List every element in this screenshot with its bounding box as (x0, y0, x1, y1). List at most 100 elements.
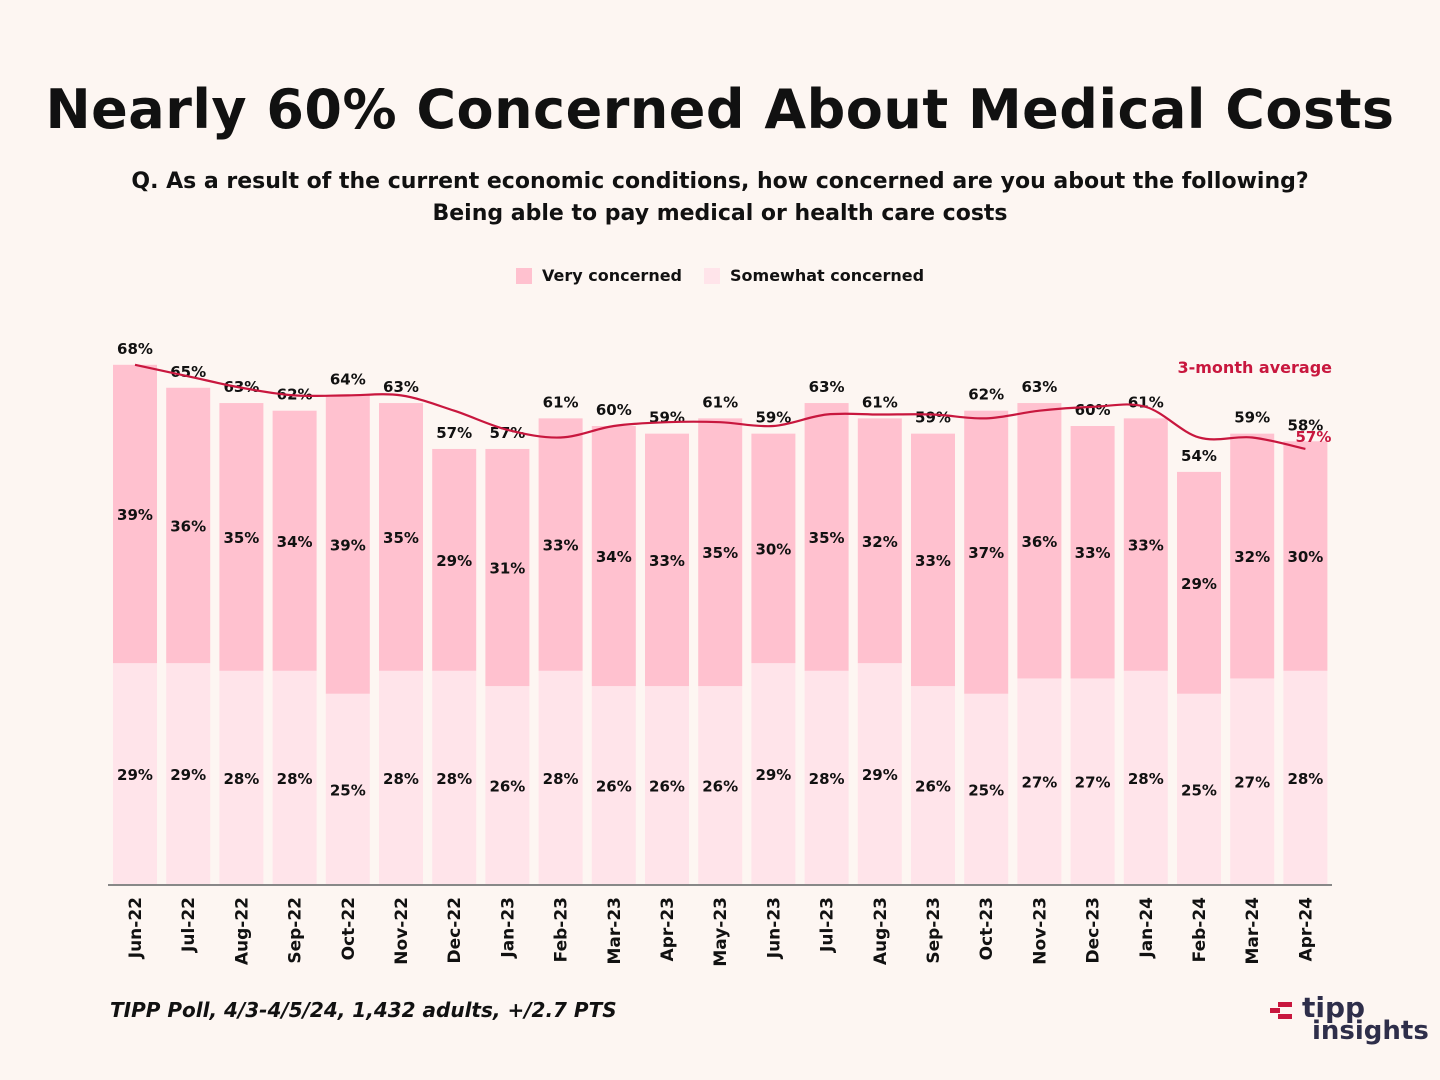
x-tick-label: Oct-22 (339, 897, 359, 960)
label-somewhat: 29% (117, 766, 153, 784)
label-total: 59% (649, 409, 685, 427)
label-total: 60% (1075, 401, 1111, 419)
x-tick-label: Dec-23 (1084, 897, 1104, 963)
question-line-2: Being able to pay medical or health care… (432, 201, 1008, 226)
label-total: 58% (1287, 416, 1323, 434)
label-total: 57% (489, 424, 525, 442)
label-total: 60% (596, 401, 632, 419)
label-somewhat: 28% (1287, 770, 1323, 788)
label-total: 62% (968, 386, 1004, 404)
legend: Very concerned Somewhat concerned (0, 266, 1440, 285)
label-somewhat: 26% (649, 778, 685, 796)
label-very: 39% (330, 537, 366, 555)
label-somewhat: 29% (755, 766, 791, 784)
bar-somewhat (804, 670, 849, 885)
three-month-average-line (134, 363, 1306, 451)
chart-subtitle: Q. As a result of the current economic c… (0, 166, 1440, 230)
label-total: 59% (1234, 409, 1270, 427)
bar-very (432, 448, 477, 671)
label-somewhat: 28% (277, 770, 313, 788)
label-total: 59% (755, 409, 791, 427)
x-tick-label: Aug-23 (871, 897, 891, 965)
bar-very (379, 403, 423, 671)
bar-very (1283, 441, 1328, 671)
average-line-label: 3-month average (1177, 358, 1332, 377)
x-tick-label: Feb-23 (552, 897, 572, 962)
label-very: 33% (1075, 544, 1111, 562)
x-tick-label: Jan-23 (498, 897, 518, 959)
legend-swatch-very (515, 267, 532, 284)
x-tick-label: Apr-23 (658, 897, 678, 961)
label-very: 30% (755, 540, 791, 558)
x-tick-label: Aug-22 (232, 897, 252, 965)
label-very: 36% (170, 517, 206, 535)
bar-somewhat (964, 693, 1009, 885)
logo-mark-icon (1270, 1002, 1292, 1019)
label-very: 35% (702, 544, 738, 562)
bar-very (964, 410, 1009, 694)
label-total: 54% (1181, 447, 1217, 465)
bar-somewhat (272, 670, 317, 885)
label-somewhat: 25% (968, 781, 1004, 799)
bar-very (645, 433, 689, 687)
x-tick-label: Nov-22 (392, 897, 412, 965)
label-total: 61% (862, 393, 898, 411)
label-somewhat: 27% (1021, 774, 1057, 792)
bar-somewhat (379, 670, 423, 885)
bar-somewhat (645, 686, 689, 885)
bar-somewhat (485, 686, 530, 885)
bar-somewhat (1177, 693, 1221, 885)
legend-label-very: Very concerned (541, 266, 683, 285)
bar-somewhat (751, 663, 796, 885)
bar-very (911, 433, 955, 687)
bar-very (166, 387, 211, 664)
legend-item-very: Very concerned (515, 266, 683, 285)
bar-very (804, 403, 849, 671)
label-somewhat: 28% (543, 770, 579, 788)
bar-very (485, 448, 530, 687)
x-tick-label: Nov-23 (1030, 897, 1050, 965)
bar-somewhat (1123, 670, 1168, 885)
bar-somewhat (1230, 678, 1275, 885)
label-somewhat: 26% (489, 778, 525, 796)
label-somewhat: 28% (436, 770, 472, 788)
label-total: 57% (436, 424, 472, 442)
label-very: 33% (543, 537, 579, 555)
bar-very (1230, 433, 1275, 679)
label-somewhat: 27% (1075, 774, 1111, 792)
x-tick-label: Jun-22 (126, 897, 146, 959)
label-total: 61% (1128, 393, 1164, 411)
label-very: 37% (968, 544, 1004, 562)
bar-somewhat (698, 686, 743, 885)
label-very: 29% (1181, 575, 1217, 593)
label-very: 34% (277, 533, 313, 551)
label-total: 61% (543, 393, 579, 411)
bar-very (857, 418, 902, 664)
bar-somewhat (219, 670, 264, 885)
bar-somewhat (911, 686, 955, 885)
label-very: 33% (649, 552, 685, 570)
x-tick-label: Dec-22 (445, 897, 465, 963)
question-line-1: Q. As a result of the current economic c… (131, 169, 1309, 194)
logo-word-insights: insights (1312, 1016, 1429, 1046)
bar-very (1017, 403, 1062, 679)
x-tick-label: May-23 (711, 897, 731, 967)
label-somewhat: 26% (915, 778, 951, 796)
label-total: 65% (170, 363, 206, 381)
label-total: 61% (702, 393, 738, 411)
label-total: 63% (1021, 378, 1057, 396)
bar-somewhat (591, 686, 636, 885)
label-very: 33% (1128, 537, 1164, 555)
legend-label-somewhat: Somewhat concerned (730, 266, 925, 285)
x-tick-label: Jun-23 (764, 897, 784, 959)
bar-very (751, 433, 796, 664)
label-very: 35% (223, 529, 259, 547)
label-very: 31% (489, 560, 525, 578)
label-somewhat: 28% (809, 770, 845, 788)
label-very: 33% (915, 552, 951, 570)
label-very: 39% (117, 506, 153, 524)
label-very: 32% (1234, 548, 1270, 566)
label-somewhat: 28% (1128, 770, 1164, 788)
label-somewhat: 29% (862, 766, 898, 784)
